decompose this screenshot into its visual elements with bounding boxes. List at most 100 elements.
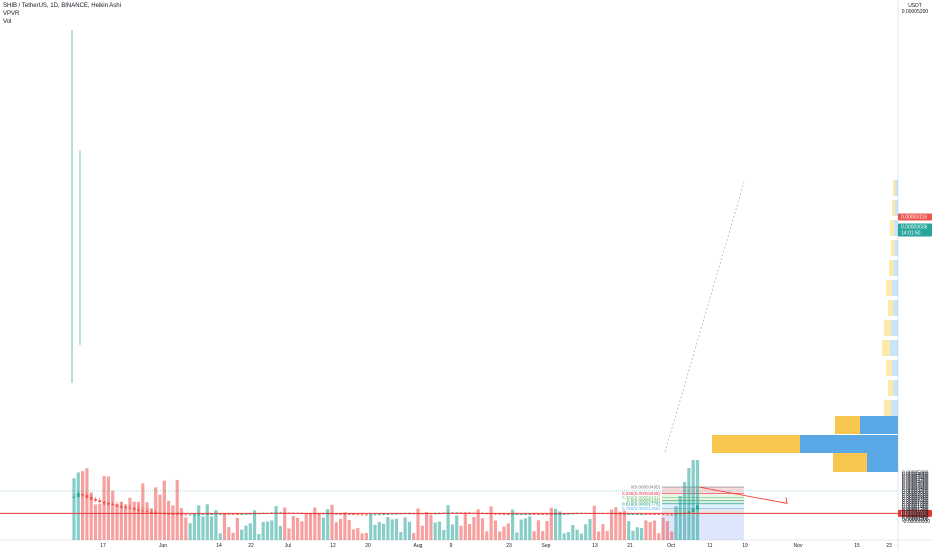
candle-body [489, 513, 493, 515]
volume-bar [554, 508, 558, 540]
time-tick-label: Jun [159, 543, 167, 549]
candle-body [94, 499, 97, 501]
candle-body [365, 514, 368, 516]
time-tick-label: 23 [886, 543, 892, 549]
volume-bar [571, 525, 575, 540]
candle-body [111, 504, 115, 505]
candle-body [687, 511, 691, 514]
volume-bar [562, 533, 566, 540]
chart-legend: SHIB / TetherUS, 1D, BINANCE, Heikin Ash… [3, 2, 121, 26]
candle-body [154, 512, 158, 514]
candle-body [554, 514, 557, 516]
candle-body [618, 513, 622, 515]
candle-body [661, 514, 665, 516]
volume-bar [119, 501, 123, 540]
price-tick-label: 0.00001000 [902, 509, 929, 515]
fib-zone [662, 487, 744, 494]
volume-profile-row [891, 400, 898, 416]
volume-bar [652, 520, 657, 540]
volume-profile-row [882, 340, 890, 356]
price-tick-label: 0.00004200 [902, 478, 929, 484]
volume-bar [136, 501, 141, 540]
price-tick-label: 0.00004600 [902, 474, 929, 480]
volume-bar [480, 518, 485, 540]
volume-bar [558, 511, 562, 540]
volume-bar [300, 521, 304, 540]
volume-bar [687, 468, 691, 540]
volume-bar [205, 504, 209, 540]
volume-bar [502, 526, 506, 540]
volume-bar [158, 494, 162, 540]
symbol-title[interactable]: SHIB / TetherUS, 1D, BINANCE, Heikin Ash… [3, 3, 121, 9]
volume-bar [364, 532, 368, 540]
volume-bar [485, 531, 489, 540]
volume-bar [657, 533, 661, 540]
price-tick-label: 0.00002800 [902, 492, 929, 498]
volume-indicator-label[interactable]: Vol [3, 19, 12, 25]
volume-bar [584, 524, 588, 540]
volume-bar [304, 514, 308, 540]
volume-bar [635, 527, 639, 540]
volume-bar [394, 518, 399, 540]
volume-bar [597, 531, 601, 540]
time-tick-label: Aug [414, 543, 423, 549]
price-tick-label: 0.00001600 [902, 503, 929, 509]
volume-bar [489, 506, 493, 540]
time-tick-label: 11 [707, 543, 712, 549]
candle-body [532, 514, 536, 515]
fib-level-label: 0.618(0.00001775) [622, 501, 661, 506]
volume-profile-row [884, 400, 891, 416]
volume-bar [532, 531, 536, 540]
volume-bar [149, 508, 153, 540]
candle-body [670, 514, 674, 516]
volume-bar [334, 522, 338, 540]
volume-bar [614, 507, 618, 540]
volume-bar [179, 508, 184, 540]
candle-body [197, 514, 201, 516]
candle-body [188, 514, 192, 516]
price-tick-label: 0.00004000 [902, 480, 929, 486]
volume-profile-row [892, 360, 898, 376]
volume-bar [291, 515, 295, 540]
candle-body [180, 514, 183, 516]
volume-profile-row [890, 340, 898, 356]
volume-bar [360, 533, 364, 540]
time-tick-label: 21 [627, 543, 633, 549]
trend-arrow-head [780, 497, 788, 504]
volume-bar [313, 507, 317, 540]
volume-bar [442, 529, 446, 540]
candle-body [691, 508, 695, 512]
volume-bar [76, 472, 80, 540]
time-tick-label: 12 [330, 543, 336, 549]
price-tick-label: 0.00003400 [902, 486, 929, 492]
volume-bar [240, 529, 244, 540]
volume-bar [588, 519, 592, 540]
volume-bar [317, 512, 321, 540]
volume-profile-row [890, 220, 894, 236]
candle-body [433, 513, 437, 515]
candle-body [175, 514, 179, 516]
volume-bar [192, 513, 196, 540]
candle-body [313, 513, 317, 515]
last-price-tag: 0.00003116 [898, 213, 932, 221]
time-tick-label: 13 [592, 543, 598, 549]
volume-bar [253, 510, 257, 540]
candle-body [210, 514, 213, 515]
vpvr-indicator-label[interactable]: VPVR [3, 11, 20, 17]
volume-bar [519, 519, 523, 540]
volume-bar [549, 507, 553, 540]
volume-bar [287, 528, 291, 540]
candle-body [231, 513, 235, 515]
volume-bar [648, 522, 652, 540]
time-tick-label: Sep [542, 543, 551, 549]
volume-profile-row [893, 260, 898, 276]
candle-body [347, 514, 351, 515]
volume-bar [265, 521, 270, 540]
volume-bar [541, 531, 545, 540]
candle-body [124, 507, 127, 508]
volume-bar [81, 471, 85, 540]
price-tick-label: 0.00004400 [902, 476, 929, 482]
volume-bar [463, 512, 467, 540]
candle-body [377, 514, 381, 516]
